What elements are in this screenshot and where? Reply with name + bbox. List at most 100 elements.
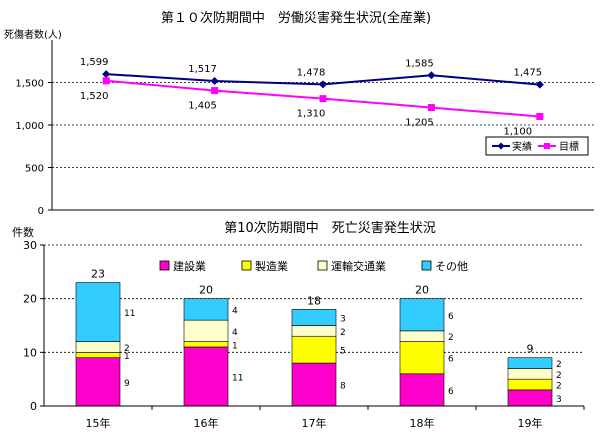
line-data-label: 1,478: [297, 67, 326, 78]
bar-segment: [507, 389, 553, 407]
bar-total-label: 18: [307, 294, 321, 307]
bar-segment: [399, 341, 445, 375]
line-data-label: 1,475: [513, 68, 542, 79]
line-data-label: 1,585: [405, 58, 434, 69]
bar-legend-swatch: [241, 260, 252, 271]
bar-legend-swatch: [159, 260, 170, 271]
line-y-tick-label: 0: [38, 206, 44, 217]
line-data-label: 1,310: [297, 109, 326, 120]
bar-segment: [399, 330, 445, 342]
bar-segment: [183, 346, 229, 407]
bar-segment: [399, 373, 445, 407]
bar-segment-label: 9: [124, 379, 130, 389]
bar-chart-legend: 建設業 製造業 運輸交通業 その他: [159, 259, 468, 273]
legend-label-actual: 実績: [512, 140, 532, 153]
bar-y-tick-label: 30: [23, 239, 37, 252]
bar-legend-label: 製造業: [255, 259, 288, 273]
line-y-tick-label: 1,000: [15, 121, 44, 132]
bar-total-label: 9: [527, 343, 534, 356]
line-chart-title: 第１０次防期間中 労働災害発生状況(全産業): [161, 10, 431, 26]
line-point-actual: [319, 80, 327, 89]
bar-segment-label: 2: [448, 333, 454, 343]
bar-segment: [507, 368, 553, 380]
bar-segment: [291, 335, 337, 364]
bar-total-label: 20: [415, 284, 429, 297]
legend-marker-actual: [497, 142, 505, 150]
line-point-target: [102, 77, 110, 85]
bar-x-tick-label: 18年: [410, 416, 435, 430]
line-data-label: 1,405: [188, 101, 217, 112]
legend-marker-target: [544, 143, 550, 149]
bar-legend-swatch: [421, 260, 432, 271]
bar-segment: [183, 319, 229, 342]
line-data-label: 1,100: [503, 127, 532, 138]
bar-segment-label: 3: [340, 314, 346, 324]
line-chart: 第１０次防期間中 労働災害発生状況(全産業) 死傷者数(人) 0 500 1,000…: [4, 10, 594, 217]
bar-y-tick-label: 20: [23, 293, 37, 306]
bar-segment-label: 2: [556, 371, 562, 381]
bar-segment-label: 2: [556, 360, 562, 370]
bar-segment-label: 4: [232, 328, 238, 338]
bar-segment-label: 1: [124, 352, 130, 362]
line-chart-y-axis-label: 死傷者数(人): [4, 28, 62, 41]
bar-segment: [507, 357, 553, 369]
bar-x-tick-label: 16年: [194, 416, 219, 430]
line-point-actual: [427, 71, 436, 80]
legend-box: [485, 136, 589, 156]
bar-segment-label: 8: [340, 382, 346, 392]
line-chart-legend: 実績 目標: [485, 136, 589, 156]
bar-segment-label: 11: [124, 309, 135, 319]
bar-x-tick-label: 19年: [518, 416, 543, 430]
line-data-label: 1,520: [80, 91, 109, 102]
bar-y-tick-label: 10: [23, 346, 37, 359]
bar-segment-label: 3: [556, 395, 562, 405]
bar-chart-x-ticks: 15年 16年 17年 18年 19年: [86, 406, 585, 430]
bar-segment-label: 6: [448, 355, 454, 365]
bar-segment-label: 11: [232, 373, 243, 383]
line-y-tick-label: 500: [25, 164, 44, 175]
bar-total-label: 23: [91, 268, 105, 281]
bar-segment: [507, 378, 553, 391]
line-chart-data-labels: 1,599 1,517 1,478 1,585 1,475 1,520 1,405 1,310…: [80, 57, 542, 137]
bar-segment-label: 4: [232, 306, 238, 316]
bar-legend-label: 運輸交通業: [331, 259, 386, 273]
line-data-label: 1,205: [405, 118, 434, 129]
legend-label-target: 目標: [559, 140, 579, 153]
line-point-target: [536, 113, 544, 120]
line-point-target: [427, 104, 435, 112]
bar-segment-label: 2: [124, 344, 130, 354]
line-point-target: [319, 95, 327, 103]
bar-segment: [75, 352, 121, 359]
bar-x-tick-label: 17年: [302, 416, 327, 430]
line-chart-series: [102, 70, 544, 120]
bar-segment: [399, 298, 445, 332]
line-chart-y-ticks: 0 500 1,000 1,500: [15, 79, 52, 217]
line-data-label: 1,517: [188, 64, 217, 75]
bar-segment: [183, 341, 229, 348]
line-point-actual: [535, 80, 544, 89]
line-data-label: 1,599: [80, 57, 109, 68]
bar-legend-label: 建設業: [173, 259, 206, 273]
bar-segment: [291, 325, 337, 337]
line-point-target: [211, 87, 219, 95]
bar-segment-label: 1: [232, 341, 238, 351]
bar-total-label: 20: [199, 284, 213, 297]
bar-segment: [75, 341, 121, 353]
bar-segment: [75, 357, 121, 407]
bar-segment-label: 6: [448, 387, 454, 397]
bar-segment: [75, 282, 121, 342]
line-point-actual: [210, 77, 219, 86]
bar-segment-label: 6: [448, 312, 454, 322]
bar-segment-label: 5: [340, 347, 346, 357]
bar-chart-title: 第10次防期間中 死亡災害発生状況: [224, 220, 436, 236]
bar-chart-y-ticks: 0 10 20 30: [23, 239, 44, 413]
bar-segment-label: 2: [556, 382, 562, 392]
line-point-actual: [102, 70, 111, 79]
bar-y-tick-label: 0: [30, 400, 37, 413]
bar-segment: [291, 309, 337, 326]
line-y-tick-label: 1,500: [15, 79, 44, 90]
bar-segment: [291, 362, 337, 407]
